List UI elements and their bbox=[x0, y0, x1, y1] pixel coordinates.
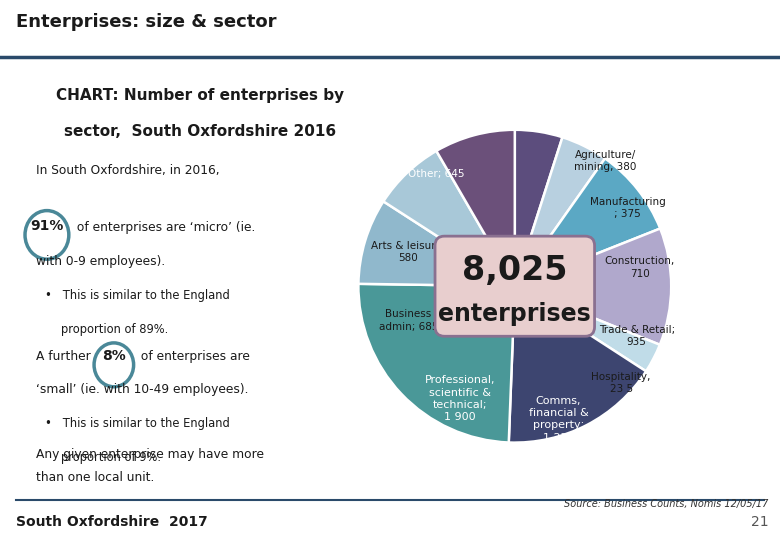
Text: proportion of 9%.: proportion of 9%. bbox=[61, 451, 161, 464]
Text: CHART: Number of enterprises by: CHART: Number of enterprises by bbox=[56, 89, 345, 104]
Text: 8,025: 8,025 bbox=[462, 254, 568, 287]
Wedge shape bbox=[515, 158, 660, 286]
Text: than one local unit.: than one local unit. bbox=[37, 471, 154, 484]
Text: Comms,
financial &
property;
1 270: Comms, financial & property; 1 270 bbox=[529, 396, 588, 443]
Text: Business
admin; 685: Business admin; 685 bbox=[378, 309, 438, 332]
Text: Professional,
scientific &
technical;
1 900: Professional, scientific & technical; 1 … bbox=[425, 375, 495, 422]
FancyBboxPatch shape bbox=[435, 236, 594, 336]
Text: 8%: 8% bbox=[102, 349, 126, 363]
Text: of enterprises are ‘micro’ (ie.: of enterprises are ‘micro’ (ie. bbox=[73, 221, 255, 234]
Wedge shape bbox=[515, 228, 672, 345]
Text: sector,  South Oxfordshire 2016: sector, South Oxfordshire 2016 bbox=[65, 124, 336, 139]
Text: •   This is similar to the England: • This is similar to the England bbox=[45, 417, 230, 430]
Text: of enterprises are: of enterprises are bbox=[136, 350, 250, 363]
Text: Any given enterprise may have more: Any given enterprise may have more bbox=[37, 448, 264, 461]
Wedge shape bbox=[515, 130, 562, 286]
Text: Other; 645: Other; 645 bbox=[409, 168, 465, 179]
Wedge shape bbox=[436, 130, 515, 286]
Text: Manufacturing
; 375: Manufacturing ; 375 bbox=[590, 197, 665, 219]
Text: proportion of 89%.: proportion of 89%. bbox=[61, 323, 168, 336]
Text: Agriculture/
mining, 380: Agriculture/ mining, 380 bbox=[574, 150, 636, 172]
Wedge shape bbox=[358, 284, 515, 442]
Text: Trade & Retail;
935: Trade & Retail; 935 bbox=[599, 325, 675, 347]
Wedge shape bbox=[515, 286, 660, 372]
Text: Construction,
710: Construction, 710 bbox=[604, 256, 675, 279]
Text: 91%: 91% bbox=[30, 219, 64, 233]
Wedge shape bbox=[515, 137, 605, 286]
Wedge shape bbox=[384, 151, 515, 286]
Text: Hospitality,
23 5: Hospitality, 23 5 bbox=[591, 372, 651, 394]
Wedge shape bbox=[358, 201, 515, 286]
Text: Enterprises: size & sector: Enterprises: size & sector bbox=[16, 13, 276, 31]
Text: Arts & leisure;
580: Arts & leisure; 580 bbox=[371, 241, 445, 263]
Text: A further: A further bbox=[37, 350, 95, 363]
Text: Source: Business Counts, Nomis 12/05/17: Source: Business Counts, Nomis 12/05/17 bbox=[564, 498, 768, 509]
Text: with 0-9 employees).: with 0-9 employees). bbox=[37, 255, 165, 268]
Text: ‘small’ (ie. with 10-49 employees).: ‘small’ (ie. with 10-49 employees). bbox=[37, 383, 249, 396]
Text: In South Oxfordshire, in 2016,: In South Oxfordshire, in 2016, bbox=[37, 164, 220, 177]
Text: South Oxfordshire  2017: South Oxfordshire 2017 bbox=[16, 515, 207, 529]
Text: 21: 21 bbox=[750, 515, 768, 529]
Text: •   This is similar to the England: • This is similar to the England bbox=[45, 289, 230, 302]
Text: enterprises: enterprises bbox=[438, 302, 591, 326]
Wedge shape bbox=[509, 286, 646, 443]
